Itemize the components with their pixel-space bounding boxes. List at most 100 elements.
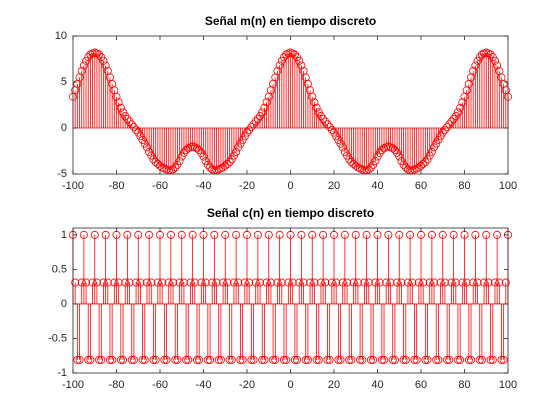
stem-marker: [95, 50, 104, 59]
stem-marker: [399, 355, 408, 364]
stem-marker: [182, 355, 191, 364]
stem-marker: [103, 278, 112, 287]
x-tick-label: 40: [371, 180, 383, 192]
stem-marker: [290, 50, 299, 59]
stem-marker: [206, 355, 215, 364]
stem-marker: [293, 355, 302, 364]
stem-marker: [401, 355, 410, 364]
stem-marker: [158, 278, 167, 287]
stem-marker: [390, 355, 399, 364]
stem-marker: [282, 355, 291, 364]
stem-marker: [253, 114, 262, 123]
stem-marker: [501, 278, 510, 287]
stem-marker: [203, 160, 212, 169]
stem-marker: [129, 355, 138, 364]
stem-marker: [151, 355, 160, 364]
stem-marker: [95, 355, 104, 364]
x-tick-label: -60: [152, 180, 168, 192]
stem-marker: [247, 355, 256, 364]
stem-marker: [395, 152, 404, 161]
stem-marker: [493, 230, 502, 239]
stem-marker: [125, 117, 134, 126]
x-tick-label: 100: [499, 180, 517, 192]
stem-marker: [488, 355, 497, 364]
stem-marker: [443, 123, 452, 132]
stem-marker: [275, 61, 284, 70]
stem-marker: [147, 278, 156, 287]
stem-marker: [456, 355, 465, 364]
stem-marker: [447, 278, 456, 287]
stem-marker: [262, 278, 271, 287]
stem-marker: [340, 230, 349, 239]
stem-marker: [169, 278, 178, 287]
stem-marker: [279, 355, 288, 364]
stem-marker: [319, 230, 328, 239]
stem-marker: [260, 103, 269, 112]
stem-marker: [380, 355, 389, 364]
stem-marker: [382, 278, 391, 287]
stem-marker: [284, 278, 293, 287]
stem-marker: [121, 112, 130, 121]
stem-marker: [236, 355, 245, 364]
stem-marker: [495, 278, 504, 287]
stem-marker: [386, 278, 395, 287]
stem-marker: [195, 355, 204, 364]
stem-marker: [223, 159, 232, 168]
stem-marker: [88, 278, 97, 287]
stem-marker: [142, 278, 151, 287]
stem-marker: [469, 66, 478, 75]
stem-marker: [347, 355, 356, 364]
x-tick-label: -20: [239, 379, 255, 391]
x-tick-label: -40: [196, 180, 212, 192]
stem-marker: [366, 163, 375, 172]
stem-marker: [186, 278, 195, 287]
stem-marker: [377, 355, 386, 364]
y-tick-label: 0: [61, 298, 67, 310]
stem-marker: [469, 278, 478, 287]
stem-marker: [297, 230, 306, 239]
stem-marker: [458, 278, 467, 287]
stem-marker: [467, 355, 476, 364]
stem-marker: [201, 278, 210, 287]
stem-marker: [316, 112, 325, 121]
stem-marker: [253, 230, 262, 239]
stem-marker: [251, 278, 260, 287]
stem-marker: [77, 278, 86, 287]
stem-marker: [275, 230, 284, 239]
stem-marker: [434, 355, 443, 364]
stem-marker: [334, 355, 343, 364]
stem-marker: [351, 230, 360, 239]
stem-marker: [312, 103, 321, 112]
stem-marker: [436, 278, 445, 287]
stem-marker: [79, 61, 88, 70]
y-tick-label: 5: [61, 76, 67, 88]
y-tick-label: -5: [57, 168, 67, 180]
stem-marker: [203, 355, 212, 364]
x-tick-label: 20: [328, 379, 340, 391]
stem-marker: [356, 355, 365, 364]
stem-marker: [225, 158, 234, 167]
y-tick-label: 10: [55, 30, 67, 42]
stem-marker: [427, 147, 436, 156]
x-tick-label: 40: [371, 379, 383, 391]
stem-marker: [327, 125, 336, 134]
stem-marker: [427, 230, 436, 239]
stem-marker: [308, 230, 317, 239]
stem-marker: [123, 114, 132, 123]
stem-marker: [482, 230, 491, 239]
stem-marker: [90, 230, 99, 239]
stem-marker: [101, 61, 110, 70]
stem-marker: [453, 355, 462, 364]
stem-marker: [288, 278, 297, 287]
stem-marker: [225, 355, 234, 364]
stem-marker: [419, 278, 428, 287]
stem-marker: [79, 230, 88, 239]
stem-marker: [269, 355, 278, 364]
stem-marker: [155, 161, 164, 170]
x-tick-label: -20: [239, 180, 255, 192]
stem-marker: [464, 355, 473, 364]
stem-marker: [127, 120, 136, 129]
stem-marker: [210, 230, 219, 239]
y-tick-label: -0.5: [48, 332, 67, 344]
stem-marker: [221, 230, 230, 239]
